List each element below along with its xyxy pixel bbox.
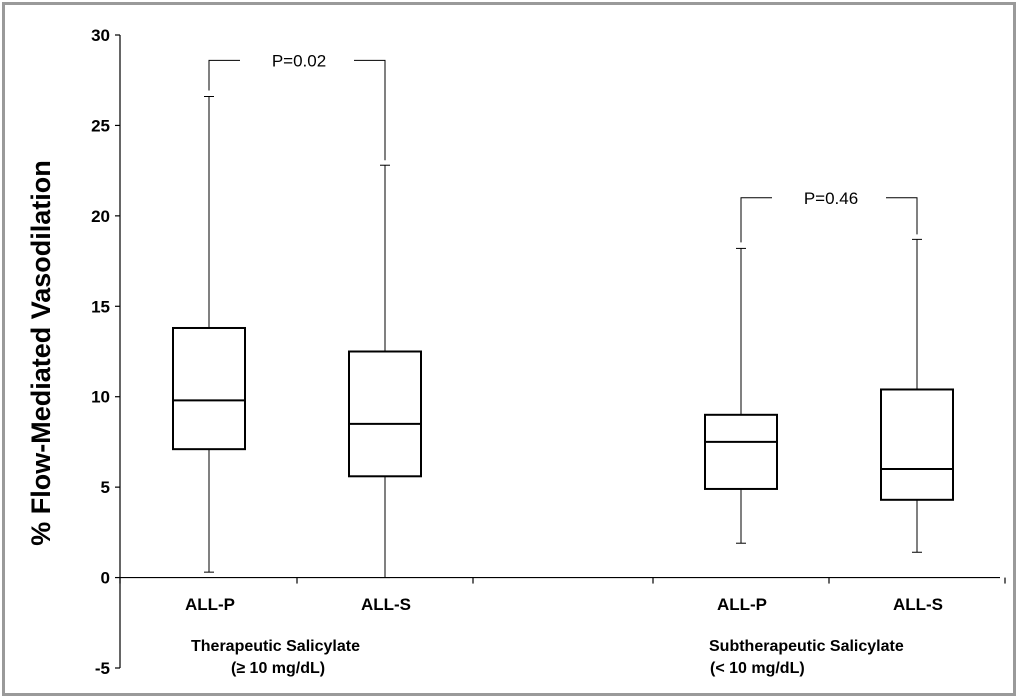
comparisons: P=0.02 P=0.46 [208, 51, 918, 243]
y-tick-label: 20 [91, 207, 110, 226]
y-tick-label: 5 [101, 478, 110, 497]
boxes [172, 95, 954, 579]
bracket-right [354, 59, 386, 161]
bracket-right [886, 197, 918, 235]
iqr-box [880, 388, 954, 501]
box-1 [172, 95, 246, 573]
y-tick-label: 30 [91, 26, 110, 45]
category-label: ALL-P [717, 595, 767, 614]
box-2 [348, 164, 422, 579]
y-axis-label: % Flow-Mediated Vasodilation [26, 160, 56, 546]
bracket-left [208, 59, 240, 91]
category-label: ALL-S [361, 595, 411, 614]
category-labels: ALL-P ALL-S ALL-P ALL-S Therapeutic Salicyla… [185, 595, 943, 677]
bracket-left [740, 197, 772, 243]
p-value-label: P=0.46 [804, 189, 858, 208]
group-sublabel: (< 10 mg/dL) [710, 660, 805, 677]
p-value-label: P=0.02 [272, 51, 326, 70]
y-tick-label: -5 [95, 659, 110, 678]
category-label: ALL-S [893, 595, 943, 614]
category-label: ALL-P [185, 595, 235, 614]
y-tick-label: 10 [91, 388, 110, 407]
comparison-2: P=0.46 [740, 189, 918, 243]
group-label: Subtherapeutic Salicylate [709, 638, 904, 655]
box-3 [704, 247, 778, 544]
y-tick-label: 25 [91, 116, 110, 135]
group-sublabel: (≥ 10 mg/dL) [231, 660, 325, 677]
iqr-box [172, 326, 246, 451]
box-4 [880, 238, 954, 553]
comparison-1: P=0.02 [208, 51, 386, 161]
group-label: Therapeutic Salicylate [191, 638, 360, 655]
iqr-box [704, 413, 778, 490]
y-tick-label: 15 [91, 297, 110, 316]
iqr-box [348, 350, 422, 478]
axes: -5 0 5 10 15 20 25 30 [91, 26, 1006, 678]
y-tick-label: 0 [101, 569, 110, 588]
